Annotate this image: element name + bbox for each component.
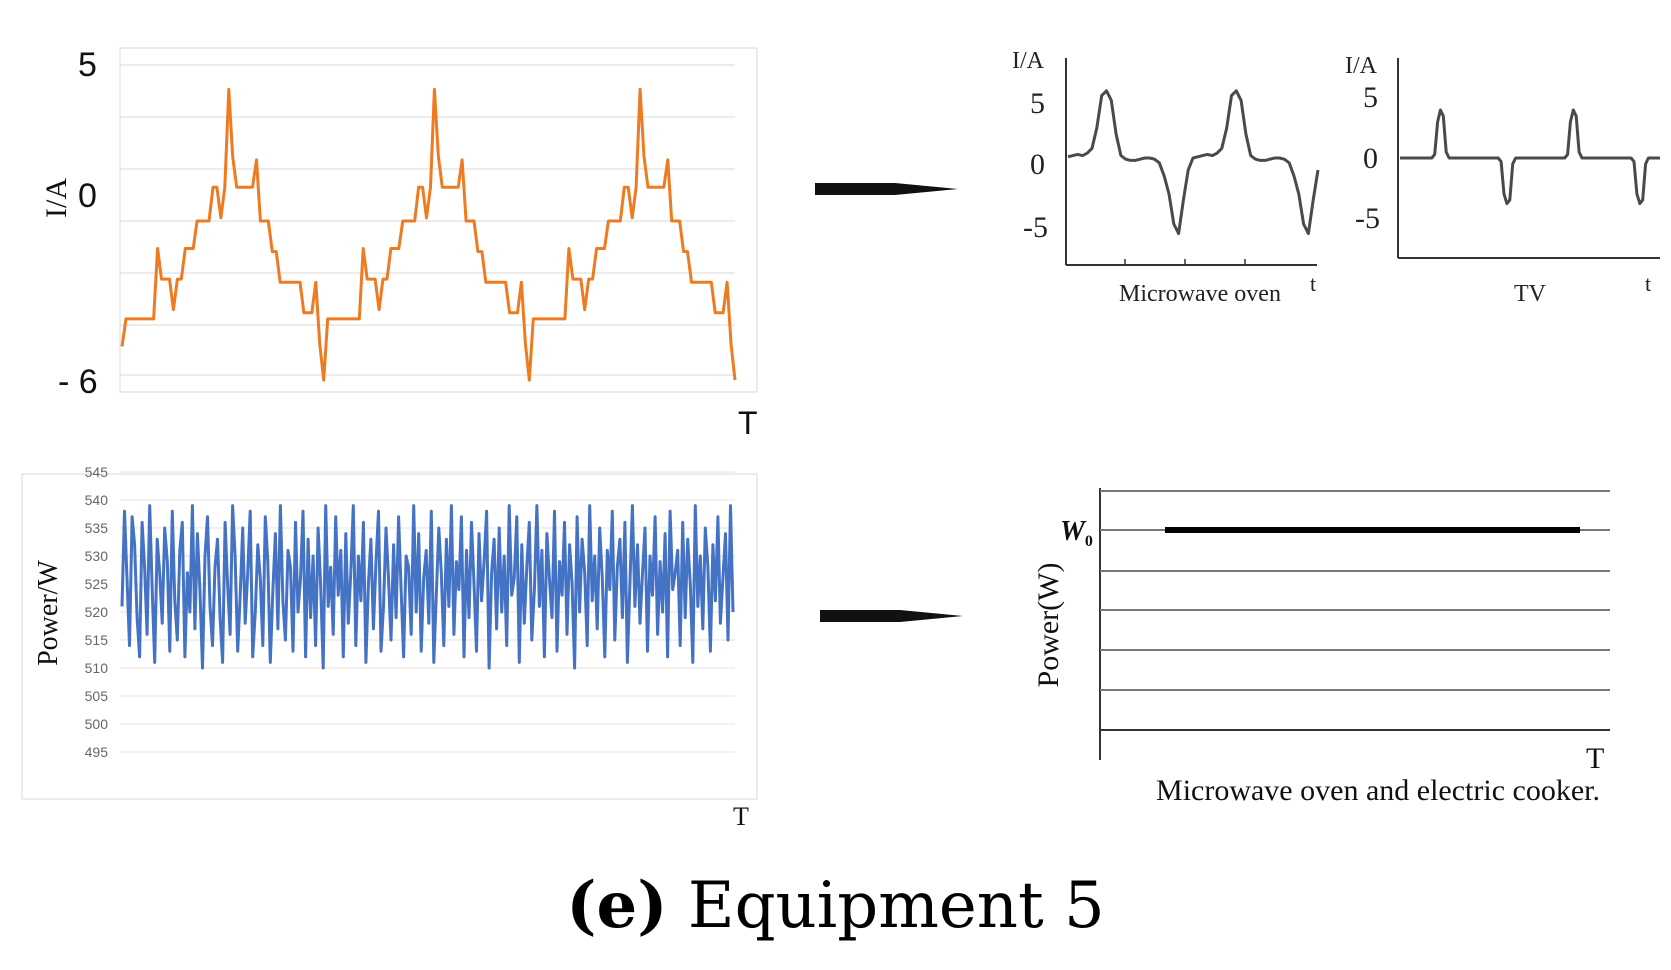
caption-letter: (e) <box>566 868 668 943</box>
y-tick-label: 545 <box>85 464 109 480</box>
tv-series-line <box>1400 108 1660 206</box>
figure-caption: (e) Equipment 5 <box>0 868 1671 943</box>
microwave-oven-current-chart: I/A 5 0 -5 t Microwave oven <box>1012 48 1320 307</box>
y-tick-label: 0 <box>1363 142 1378 175</box>
arrow-bottom <box>820 610 963 622</box>
x-axis-label: t <box>1310 271 1316 296</box>
y-tick-label: 515 <box>85 632 109 648</box>
chart-title: Microwave oven and electric cooker. <box>1156 774 1600 807</box>
y-tick-label: 535 <box>85 520 109 536</box>
y-tick-label: 500 <box>85 716 109 732</box>
plot-frame <box>119 47 758 393</box>
y-axis-label: I/A <box>1012 48 1045 74</box>
y-tick-label: 5 <box>78 46 97 84</box>
current-waveform-chart: 5 0 - 6 I/A T <box>40 46 758 441</box>
caption-text: Equipment 5 <box>687 869 1105 943</box>
tv-current-chart: I/A5 0 -5 t TV <box>1345 53 1660 307</box>
y-tick-label: 530 <box>85 548 109 564</box>
chart-title: TV <box>1514 281 1547 307</box>
y-tick-label: 505 <box>85 688 109 704</box>
y-tick-label: 495 <box>85 744 109 760</box>
y-tick-label: -5 <box>1023 211 1048 244</box>
y-tick-label: 540 <box>85 492 109 508</box>
y-axis-label: Power/W <box>33 560 64 666</box>
microwave-series-line <box>1067 89 1320 236</box>
arrows <box>815 183 963 622</box>
y-tick-label: - 6 <box>58 363 98 401</box>
y-axis-label: I/A <box>40 178 73 218</box>
y-tick-label: 525 <box>85 576 109 592</box>
x-axis-label: T <box>738 405 758 441</box>
x-axis-label: T <box>1586 742 1604 775</box>
y-tick-label: 510 <box>85 660 109 676</box>
power-series-line <box>120 504 735 670</box>
arrow-top <box>815 183 958 195</box>
current-series-line <box>120 87 737 382</box>
y-axis-label: Power(W) <box>1032 563 1065 688</box>
power-fluctuation-chart: 545 540 535 530 525 520 515 510 505 500 495 Power/W… <box>21 464 758 831</box>
y-tick-label: 0 <box>1030 148 1045 181</box>
plot-frame <box>21 473 758 800</box>
x-axis-label: T <box>733 802 749 831</box>
y-tick-label: 0 <box>78 177 97 215</box>
y-tick-label: -5 <box>1355 202 1380 235</box>
y-tick-label: 5 <box>1030 87 1045 120</box>
w0-annotation: W0 <box>1060 516 1093 550</box>
x-axis-label: t <box>1645 271 1651 296</box>
y-axis-label: I/A <box>1345 53 1378 79</box>
chart-title: Microwave oven <box>1119 281 1281 307</box>
y-tick-label: 5 <box>1363 81 1378 114</box>
y-tick-label: 520 <box>85 604 109 620</box>
